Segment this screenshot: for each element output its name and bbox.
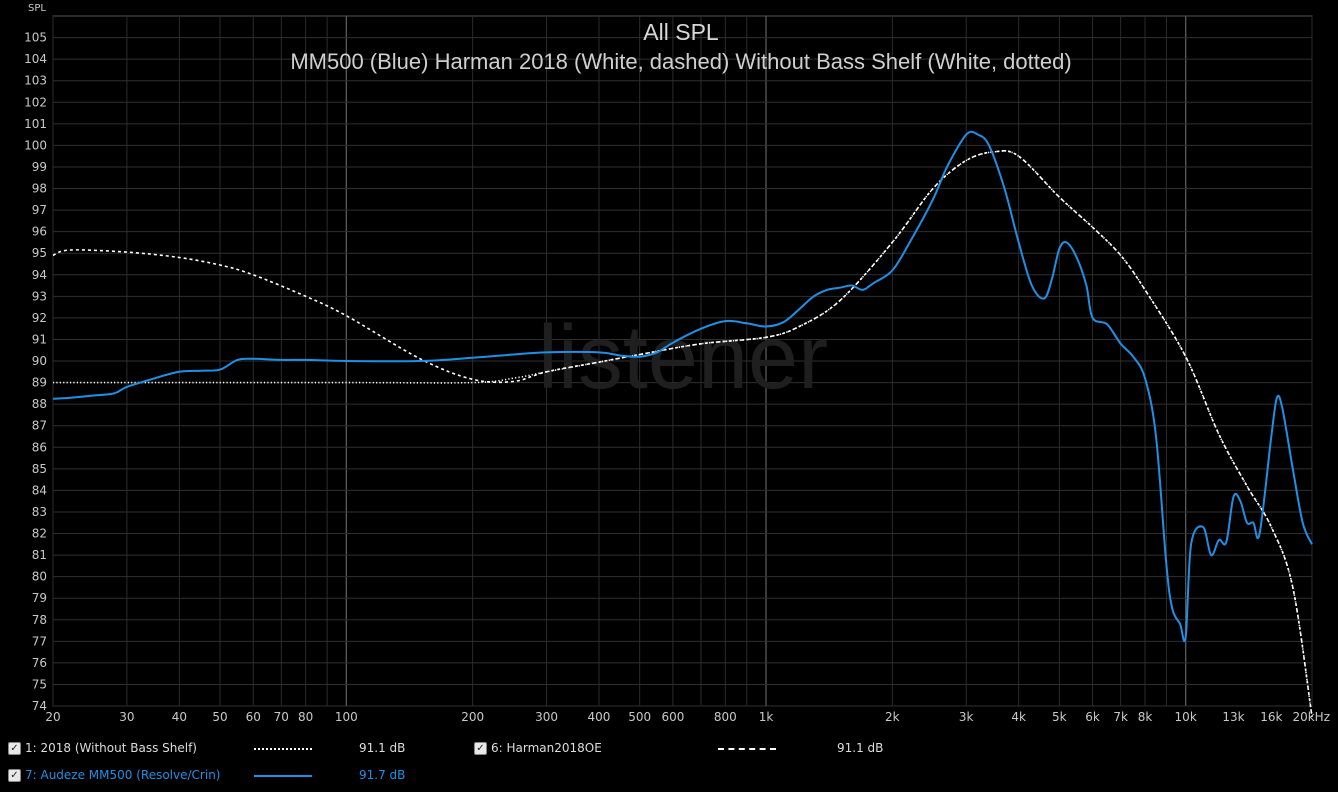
x-tick-label: 16k [1260, 710, 1282, 724]
x-tick-label: 20 [45, 710, 60, 724]
y-tick-label: 104 [24, 52, 47, 66]
y-tick-label: 92 [32, 311, 47, 325]
chart-subtitle: MM500 (Blue) Harman 2018 (White, dashed)… [290, 49, 1071, 74]
y-tick-label: 89 [32, 376, 47, 390]
y-tick-label: 93 [32, 289, 47, 303]
y-tick-label: 105 [24, 31, 47, 45]
x-tick-label: 300 [535, 710, 558, 724]
y-axis-label: SPL [28, 3, 46, 14]
legend-line-dotted [254, 748, 312, 750]
y-tick-label: 100 [24, 138, 47, 152]
legend-item-2018-without-bass-shelf[interactable]: ✓ 1: 2018 (Without Bass Shelf) [8, 737, 197, 759]
y-tick-label: 84 [32, 483, 47, 497]
frequency-response-chart: 74 75 76 77 78 79 80 81 82 83 84 85 86 87 88 89 90 91 92 93… [24, 3, 1330, 724]
x-tick-label: 800 [714, 710, 737, 724]
y-tick-label: 88 [32, 397, 47, 411]
legend-value: 91.1 dB [837, 741, 884, 755]
y-tick-label: 85 [32, 462, 47, 476]
x-tick-label: 4k [1011, 710, 1026, 724]
legend: ✓ 1: 2018 (Without Bass Shelf) 91.1 dB ✓… [0, 732, 1338, 792]
y-tick-label: 87 [32, 419, 47, 433]
y-tick-label: 101 [24, 117, 47, 131]
legend-label: 7: Audeze MM500 (Resolve/Crin) [25, 768, 221, 782]
x-tick-label: 600 [661, 710, 684, 724]
legend-value: 91.1 dB [359, 741, 406, 755]
legend-line-solid [254, 775, 312, 777]
grid [52, 15, 1313, 707]
axes: 74 75 76 77 78 79 80 81 82 83 84 85 86 87 88 89 90 91 92 93… [24, 31, 1330, 724]
x-tick-label: 10k [1175, 710, 1197, 724]
y-tick-label: 74 [32, 699, 47, 713]
x-tick-label: 70 [274, 710, 289, 724]
y-tick-label: 103 [24, 74, 47, 88]
x-tick-label: 500 [628, 710, 651, 724]
x-tick-label: 60 [246, 710, 261, 724]
y-tick-label: 99 [32, 160, 47, 174]
y-tick-label: 82 [32, 527, 47, 541]
y-tick-label: 102 [24, 95, 47, 109]
y-tick-label: 96 [32, 225, 47, 239]
x-tick-label: 2k [885, 710, 900, 724]
legend-label: 1: 2018 (Without Bass Shelf) [25, 741, 197, 755]
y-tick-label: 79 [32, 591, 47, 605]
x-tick-label: 7k [1113, 710, 1128, 724]
x-tick-label: 3k [959, 710, 974, 724]
x-tick-label: 30 [119, 710, 134, 724]
legend-item-audeze-mm500[interactable]: ✓ 7: Audeze MM500 (Resolve/Crin) [8, 764, 220, 786]
y-tick-label: 94 [32, 268, 47, 282]
legend-label: 6: Harman2018OE [491, 741, 602, 755]
x-tick-label: 50 [212, 710, 227, 724]
x-tick-label: 400 [588, 710, 611, 724]
x-tick-label: 1k [759, 710, 774, 724]
y-tick-label: 75 [32, 677, 47, 691]
y-tick-label: 76 [32, 656, 47, 670]
y-tick-label: 86 [32, 440, 47, 454]
legend-line-dashed [718, 748, 776, 750]
x-tick-label: 5k [1052, 710, 1067, 724]
series-group [52, 130, 1313, 717]
x-tick-label: 8k [1138, 710, 1153, 724]
legend-checkbox[interactable]: ✓ [8, 768, 21, 782]
x-tick-label: 80 [298, 710, 313, 724]
y-tick-label: 78 [32, 613, 47, 627]
y-tick-label: 91 [32, 332, 47, 346]
series-line-harman2018oe [52, 150, 1313, 717]
series-line-audeze-mm500 [52, 130, 1313, 643]
x-tick-label: 20kHz [1292, 710, 1330, 724]
legend-value: 91.7 dB [359, 768, 406, 782]
y-tick-label: 97 [32, 203, 47, 217]
x-tick-label: 100 [335, 710, 358, 724]
x-tick-label: 13k [1222, 710, 1244, 724]
y-tick-label: 81 [32, 548, 47, 562]
x-tick-label: 40 [172, 710, 187, 724]
watermark: listener [538, 308, 828, 408]
y-tick-label: 98 [32, 182, 47, 196]
y-tick-label: 90 [32, 354, 47, 368]
y-tick-label: 95 [32, 246, 47, 260]
y-tick-label: 80 [32, 570, 47, 584]
y-tick-label: 77 [32, 634, 47, 648]
chart-title: All SPL [643, 19, 719, 45]
legend-item-harman2018oe[interactable]: ✓ 6: Harman2018OE [474, 737, 602, 759]
x-tick-label: 6k [1085, 710, 1100, 724]
y-tick-label: 83 [32, 505, 47, 519]
legend-checkbox[interactable]: ✓ [474, 741, 487, 755]
x-tick-label: 200 [461, 710, 484, 724]
legend-checkbox[interactable]: ✓ [8, 741, 21, 755]
